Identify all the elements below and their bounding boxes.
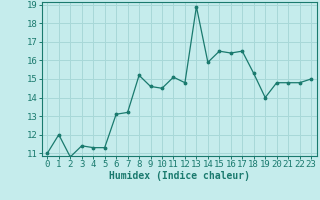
X-axis label: Humidex (Indice chaleur): Humidex (Indice chaleur) xyxy=(109,171,250,181)
